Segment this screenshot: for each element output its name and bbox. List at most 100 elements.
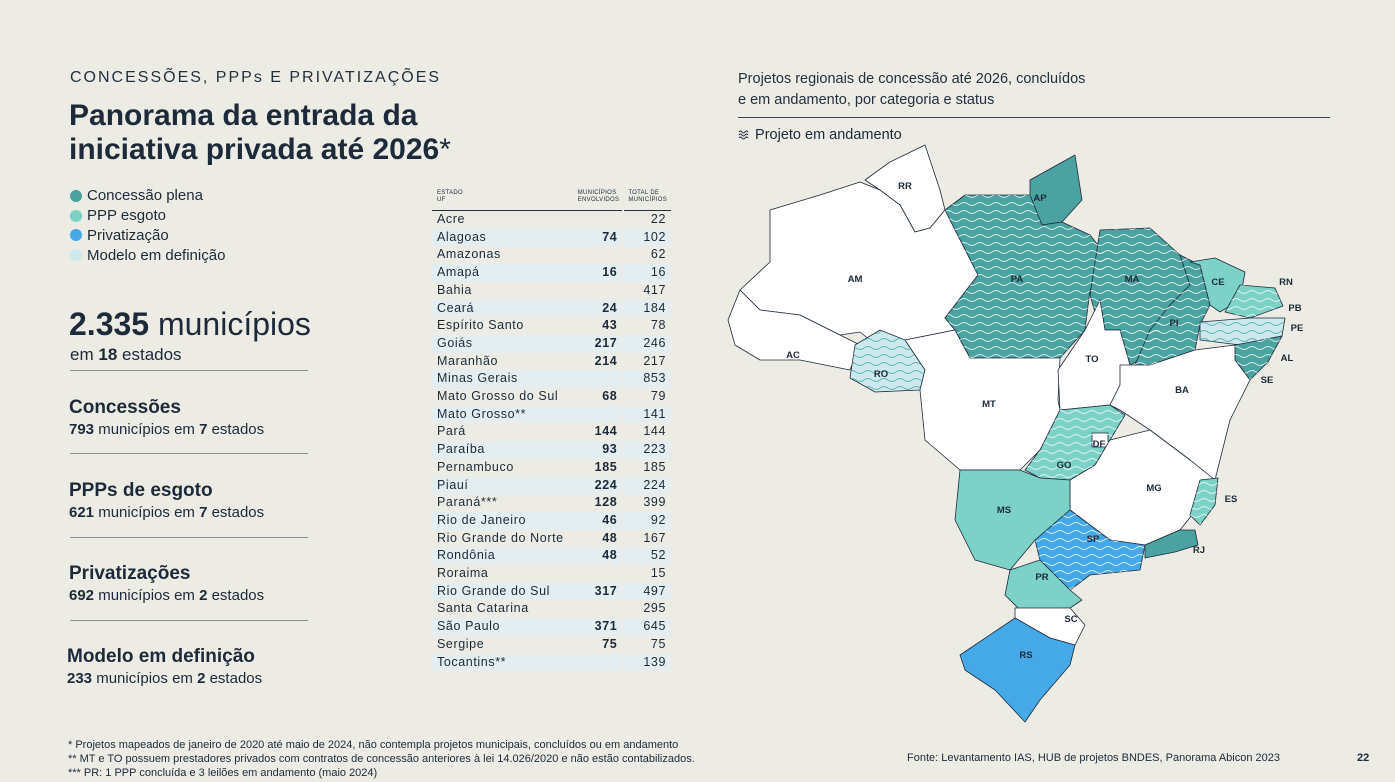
wave-overlay-ro <box>850 330 925 392</box>
table-row: Minas Gerais 853 <box>432 370 671 389</box>
state-label-mg: MG <box>1146 483 1161 494</box>
brazil-map: RR AP AM PA MA CE RN PB PE AL SE PI AC RO TO BA MT DF GO MG… <box>727 144 1303 723</box>
municipios-envolvidos <box>572 600 625 619</box>
total-municipios: 185 <box>643 459 666 474</box>
municipios-envolvidos: 48 <box>572 529 625 548</box>
table-row: Roraima 15 <box>432 565 671 583</box>
legend-item: Privatização <box>70 226 225 246</box>
table-row: Amapá 16 16 <box>432 264 671 282</box>
state-name: Espírito Santo <box>437 318 524 333</box>
total-unit: municípios <box>157 306 311 342</box>
divider <box>70 453 308 454</box>
state-name: Ceará <box>432 299 573 318</box>
legend-swatch-concessao <box>70 189 82 202</box>
category-mid: municípios em <box>98 421 195 438</box>
header-text: ENVOLVIDOS <box>577 197 620 203</box>
source-note: Fonte: Levantamento IAS, HUB de projetos… <box>907 752 1280 764</box>
state-name: Amapá <box>432 264 573 282</box>
state-rj <box>1144 529 1199 559</box>
municipios-envolvidos <box>572 565 625 583</box>
municipios-envolvidos <box>572 281 625 300</box>
municipios-envolvidos: 68 <box>572 388 625 406</box>
map-labels: RR AP AM PA MA CE RN PB PE AL SE PI AC RO TO BA MT DF GO MG… <box>786 181 1303 661</box>
total-municipios: 144 <box>643 424 666 439</box>
category-states: 2 <box>197 670 206 687</box>
table-row: Mato Grosso** 141 <box>432 405 671 424</box>
table-row: São Paulo 371 645 <box>432 618 671 636</box>
category-sub-concessoes: 793 municípios em 7 estados <box>69 421 264 438</box>
state-label-df: DF <box>1093 439 1106 450</box>
state-label-ro: RO <box>874 369 888 380</box>
state-label-se: SE <box>1261 375 1274 386</box>
category-states: 2 <box>199 587 208 604</box>
municipios-envolvidos: 224 <box>572 476 625 495</box>
wave-overlay-go <box>1025 405 1125 480</box>
state-rs <box>959 617 1076 723</box>
header-text: TOTAL DE <box>628 190 660 196</box>
total-municipios: 184 <box>623 299 671 318</box>
municipios-envolvidos <box>572 405 625 424</box>
total-municipios: 141 <box>623 405 671 424</box>
table-row: Santa Catarina 295 <box>432 600 671 619</box>
category-sub-ppps: 621 municípios em 7 estados <box>69 504 264 521</box>
category-mid: municípios em <box>98 504 195 521</box>
legend-label: Concessão plena <box>87 187 203 205</box>
legend-item: Modelo em definição <box>70 245 225 265</box>
municipios-envolvidos: 46 <box>572 511 625 530</box>
table-row: Rio Grande do Norte 48 167 <box>432 529 671 548</box>
total-number: 2.335 <box>69 306 150 342</box>
map-legend: Projeto em andamento <box>738 127 902 143</box>
state-label-rr: RR <box>898 181 912 192</box>
category-count: 692 <box>69 587 95 604</box>
table-header-row: ESTADO UF MUNICÍPIOS ENVOLVIDOS TOTAL DE MU… <box>432 188 671 211</box>
state-label-pa: PA <box>1011 274 1024 285</box>
table-row: Pará 144 144 <box>432 423 671 442</box>
category-count: 621 <box>69 504 95 521</box>
table-row: Rio Grande do Sul 317 497 <box>432 582 671 601</box>
table-row: Rondônia 48 52 <box>432 547 671 566</box>
footnote: * Projetos mapeados de janeiro de 2020 a… <box>68 739 679 751</box>
column-header-state: ESTADO UF <box>432 188 573 211</box>
total-municipios: 52 <box>623 547 671 566</box>
wave-pattern-icon <box>738 130 749 140</box>
state-name: Rio Grande do Norte <box>437 530 564 545</box>
state-name: Amazonas <box>437 247 501 262</box>
state-label-ce: CE <box>1211 277 1224 288</box>
legend-swatch-definicao <box>70 249 82 262</box>
total-municipios: 92 <box>623 511 671 530</box>
state-name: Rondônia <box>432 547 573 566</box>
total-municipios: 295 <box>643 601 666 616</box>
total-municipios: 217 <box>643 353 666 368</box>
category-states: 7 <box>199 504 208 521</box>
table-row: Acre 22 <box>432 210 671 229</box>
state-name: Paraíba <box>432 441 573 459</box>
map-title-line2: e em andamento, por categoria e status <box>738 92 995 108</box>
state-name: Maranhão <box>437 353 499 368</box>
state-label-pb: PB <box>1288 303 1301 314</box>
municipios-envolvidos: 185 <box>572 458 625 477</box>
state-label-al: AL <box>1281 353 1294 364</box>
state-name: Alagoas <box>432 228 573 247</box>
state-label-pe: PE <box>1291 323 1304 334</box>
total-municipios: 853 <box>623 370 671 389</box>
wave-overlay-pa <box>945 195 1110 358</box>
table-row: Mato Grosso do Sul 68 79 <box>432 388 671 406</box>
total-municipios: 16 <box>623 264 671 282</box>
total-municipios: 399 <box>643 495 666 510</box>
state-label-rs: RS <box>1019 650 1032 661</box>
state-label-sp: SP <box>1087 534 1100 545</box>
state-name: Rio Grande do Sul <box>432 582 573 601</box>
municipios-envolvidos <box>572 246 625 265</box>
state-label-go: GO <box>1057 460 1072 471</box>
state-label-pi: PI <box>1170 318 1179 329</box>
state-name: Rio de Janeiro <box>432 511 573 530</box>
footnote: ** MT e TO possuem prestadores privados … <box>68 753 695 765</box>
municipios-envolvidos: 217 <box>572 334 625 353</box>
category-end: estados <box>211 421 265 438</box>
legend-label: PPP esgoto <box>87 207 166 225</box>
total-municipios: 22 <box>650 212 666 226</box>
category-sub-definicao: 233 municípios em 2 estados <box>67 670 262 687</box>
wave-overlay-es <box>1190 478 1218 525</box>
footnote: *** PR: 1 PPP concluída e 3 leilões em a… <box>68 767 378 779</box>
legend-item: Concessão plena <box>70 186 225 206</box>
